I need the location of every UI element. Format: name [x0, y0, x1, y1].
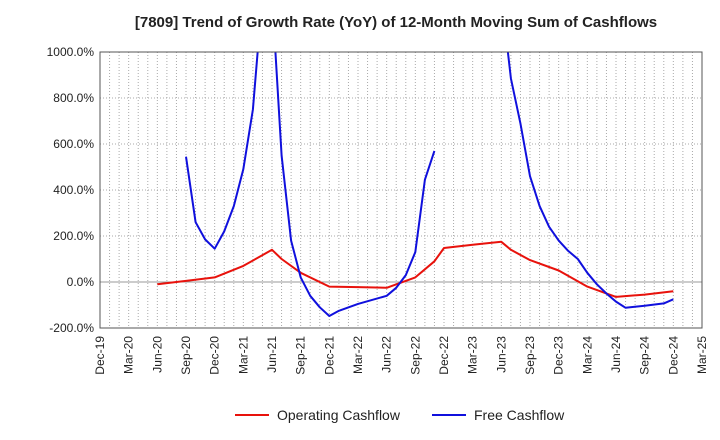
x-tick-label: Mar-23	[466, 336, 480, 374]
series-line-operating-cashflow	[157, 240, 674, 298]
x-tick-label: Sep-20	[179, 336, 193, 375]
x-tick-label: Dec-22	[437, 336, 451, 375]
series-line-free-cashflow	[274, 52, 436, 317]
grid-layer	[100, 51, 702, 329]
x-tick-label: Jun-24	[609, 336, 623, 373]
x-tick-label: Sep-24	[638, 336, 652, 375]
series-layer	[157, 52, 674, 317]
x-tick-label: Dec-21	[322, 336, 336, 375]
y-axis-ticks: -200.0% 0.0% 200.0% 400.0% 600.0% 800.0% 1000.…	[47, 45, 95, 335]
x-tick-label: Mar-22	[351, 336, 365, 374]
series-line-free-cashflow	[506, 52, 674, 309]
x-axis-ticks: Dec-19 Mar-20 Jun-20 Sep-20 Dec-20 Mar-21 Jun-…	[93, 336, 709, 375]
chart-title: [7809] Trend of Growth Rate (YoY) of 12-…	[135, 14, 657, 31]
plot-frame	[99, 51, 703, 329]
x-tick-label: Jun-20	[150, 336, 164, 373]
x-tick-label: Mar-20	[122, 336, 136, 374]
y-tick-label: 0.0%	[67, 275, 95, 289]
x-tick-label: Jun-23	[494, 336, 508, 373]
y-tick-label: 200.0%	[53, 229, 94, 243]
y-tick-label: 400.0%	[53, 183, 94, 197]
x-tick-label: Mar-21	[236, 336, 250, 374]
legend-label-free-cashflow: Free Cashflow	[474, 407, 565, 423]
y-tick-label: 800.0%	[53, 91, 94, 105]
x-tick-label: Sep-22	[408, 336, 422, 375]
x-tick-label: Dec-24	[666, 336, 680, 375]
x-tick-label: Dec-23	[552, 336, 566, 375]
y-tick-label: 1000.0%	[47, 45, 95, 59]
y-tick-label: -200.0%	[49, 321, 94, 335]
x-tick-label: Mar-25	[695, 336, 709, 374]
x-tick-label: Sep-23	[523, 336, 537, 375]
legend: Operating Cashflow Free Cashflow	[235, 407, 565, 423]
y-tick-label: 600.0%	[53, 137, 94, 151]
series-group	[157, 52, 674, 317]
x-tick-label: Jun-22	[380, 336, 394, 373]
x-tick-label: Dec-20	[208, 336, 222, 375]
legend-label-operating-cashflow: Operating Cashflow	[277, 407, 401, 423]
x-tick-label: Sep-21	[294, 336, 308, 375]
x-tick-label: Mar-24	[580, 336, 594, 374]
series-line-free-cashflow	[185, 52, 259, 250]
x-tick-label: Dec-19	[93, 336, 107, 375]
x-tick-label: Jun-21	[265, 336, 279, 373]
